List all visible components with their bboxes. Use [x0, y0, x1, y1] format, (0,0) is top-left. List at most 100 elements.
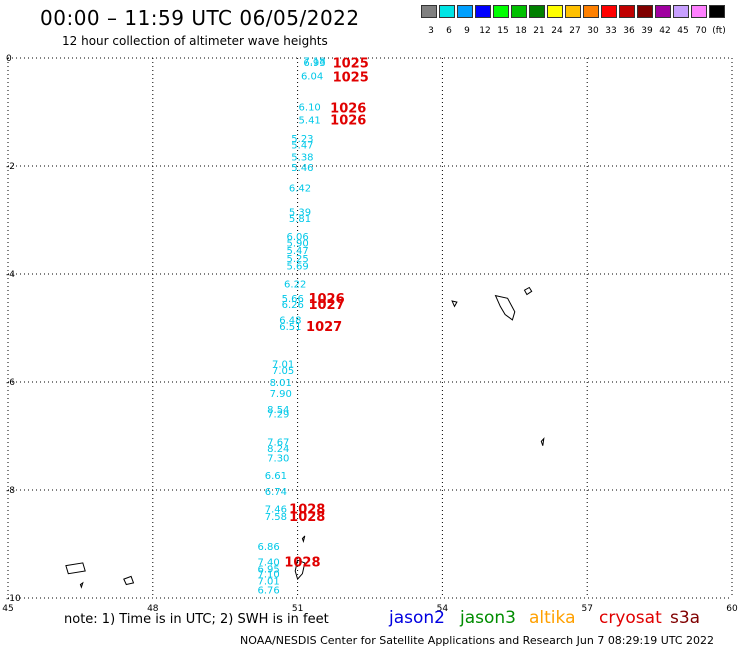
x-tick-label: 60: [726, 604, 738, 614]
swh-reading: 8.24: [267, 444, 289, 455]
swh-reading: 6.86: [258, 542, 280, 553]
color-scale-label: 45: [677, 26, 689, 36]
swh-reading: 5.47: [286, 246, 308, 257]
color-swatch: [673, 5, 689, 18]
color-scale-label: 36: [623, 26, 635, 36]
y-tick-label: -6: [6, 378, 15, 388]
legend-item-jason3: jason3: [460, 608, 516, 628]
swh-reading: 8.01: [270, 378, 292, 389]
island-assumption: [123, 575, 135, 586]
color-swatch: [565, 5, 581, 18]
pressure-reading: 1027: [308, 298, 344, 313]
island-cosmoledo: [65, 562, 86, 575]
y-tick-label: 0: [6, 54, 12, 64]
island-seychelles-north: [523, 286, 533, 296]
swh-reading: 5.90: [286, 239, 308, 250]
swh-reading: 7.58: [265, 512, 287, 523]
y-tick-label: -2: [6, 162, 15, 172]
swh-reading: 5.46: [291, 163, 313, 174]
swh-reading: 7.90: [270, 389, 292, 400]
color-scale-label: 6: [446, 26, 452, 36]
color-scale-label: 3: [428, 26, 434, 36]
legend-item-altika: altika: [529, 608, 576, 628]
x-tick-label: 48: [147, 604, 159, 614]
swh-reading: 7.10: [258, 570, 280, 581]
color-scale-label: 30: [587, 26, 599, 36]
pressure-reading: 1026: [330, 114, 366, 129]
swh-reading: 7.18: [303, 57, 325, 68]
swh-reading: 7.40: [258, 557, 280, 568]
color-scale-label: 42: [659, 26, 671, 36]
color-scale-label: 15: [497, 26, 509, 36]
pressure-reading: 1028: [289, 502, 325, 517]
swh-reading: 7.01: [258, 577, 280, 588]
swh-reading: 6.42: [289, 184, 311, 195]
color-swatch: [439, 5, 455, 18]
color-swatch: [421, 5, 437, 18]
swh-reading: 5.47: [291, 140, 313, 151]
pressure-reading: 1026: [308, 292, 344, 307]
pressure-reading: 1028: [284, 555, 320, 570]
island-farquhar: [301, 535, 306, 543]
swh-reading: 6.04: [301, 71, 323, 82]
swh-reading: 7.67: [267, 437, 289, 448]
map-title: 00:00 – 11:59 UTC 06/05/2022: [40, 6, 360, 30]
swh-reading: 6.61: [265, 471, 287, 482]
x-tick-label: 54: [437, 604, 449, 614]
color-scale-label: 27: [569, 26, 581, 36]
color-swatch: [493, 5, 509, 18]
swh-reading: 6.93: [303, 58, 325, 69]
swh-reading: 7.01: [272, 360, 294, 371]
color-swatch: [691, 5, 707, 18]
swh-reading: 7.30: [267, 454, 289, 465]
swh-reading: 6.06: [286, 232, 308, 243]
legend-item-jason2: jason2: [389, 608, 445, 628]
axis-tick-labels: 45 48 51 54 57 60 0 -2 -4 -6 -8 -10: [2, 54, 738, 614]
swh-reading: 6.76: [258, 585, 280, 596]
pressure-reading: 1025: [333, 70, 369, 85]
map-grid: [7, 57, 733, 599]
swh-reading: 6.26: [282, 300, 304, 311]
color-swatch: [601, 5, 617, 18]
pressure-reading: 1028: [289, 510, 325, 525]
legend-item-s3a: s3a: [670, 608, 701, 628]
y-tick-label: -10: [6, 594, 21, 604]
swh-reading: 5.23: [291, 134, 313, 145]
color-scale-label: 12: [479, 26, 491, 36]
swh-reading: 5.38: [291, 152, 313, 163]
color-scale-label: (ft): [712, 26, 726, 36]
x-tick-label: 45: [2, 604, 13, 614]
swh-reading: 8.54: [267, 405, 289, 416]
x-tick-label: 57: [581, 604, 592, 614]
color-swatch: [475, 5, 491, 18]
y-tick-label: -8: [6, 486, 15, 496]
wave-height-labels: 7.186.936.046.105.415.235.475.385.466.42…: [258, 57, 326, 597]
swh-reading: 5.66: [282, 294, 304, 305]
swh-reading: 5.39: [289, 207, 311, 218]
color-swatch: [547, 5, 563, 18]
x-tick-label: 51: [292, 604, 303, 614]
swh-reading: 6.74: [265, 487, 287, 498]
swh-reading: 5.41: [299, 116, 321, 127]
legend-item-cryosat: cryosat: [599, 608, 662, 628]
color-swatch: [655, 5, 671, 18]
pressure-reading: 1026: [330, 102, 366, 117]
map-subtitle: 12 hour collection of altimeter wave hei…: [62, 34, 328, 48]
color-swatch: [457, 5, 473, 18]
swh-reading: 6.51: [279, 322, 301, 333]
color-scale-label: 9: [464, 26, 470, 36]
swh-reading: 6.22: [284, 280, 306, 291]
color-swatch: [619, 5, 635, 18]
swh-reading: 6.48: [279, 315, 301, 326]
swh-reading: 5.25: [286, 254, 308, 265]
island-aldabra: [294, 559, 306, 581]
swh-reading: 7.29: [267, 409, 289, 420]
y-tick-label: -4: [6, 270, 15, 280]
color-swatch: [709, 5, 725, 18]
swh-reading: 6.10: [299, 103, 321, 114]
island-outlines: [65, 286, 545, 589]
color-swatch: [583, 5, 599, 18]
units-note: note: 1) Time is in UTC; 2) SWH is in fe…: [64, 612, 329, 627]
